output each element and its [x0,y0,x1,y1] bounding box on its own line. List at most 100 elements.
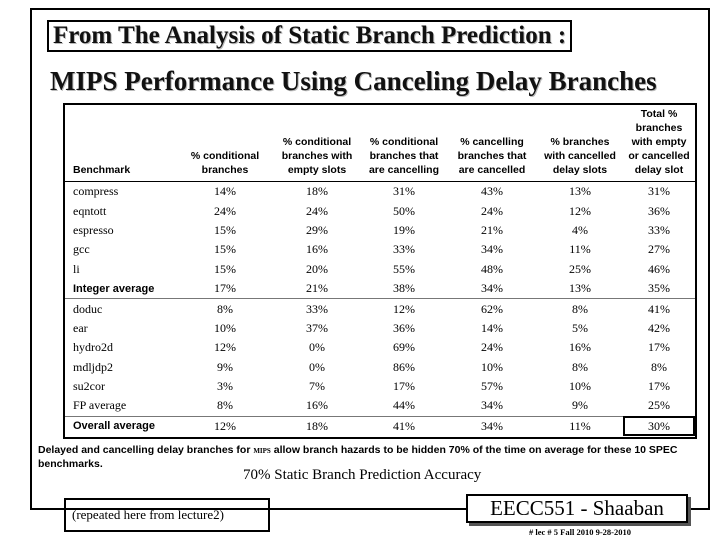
table-cell: 43% [481,184,503,199]
table-cell: 33% [393,242,415,257]
table-cell: 17% [648,340,670,355]
course-label: EECC551 - Shaaban [466,494,688,523]
table-cell: 4% [572,222,588,237]
table-row: compress 14% 18% 31% 43% 13% 31% [65,182,695,202]
table-cell: 12% [569,203,591,218]
table-cell: 16% [569,340,591,355]
benchmark-name: hydro2d [73,340,113,355]
table-cell: 13% [569,281,591,296]
table-cell: 3% [217,379,233,394]
table-body: compress 14% 18% 31% 43% 13% 31% eqntott 24% 24% 5… [65,182,695,437]
benchmark-name: eqntott [73,203,107,218]
table-cell: 10% [569,379,591,394]
table-row: ear 10% 37% 36% 14% 5% 42% [65,319,695,338]
header-cancelled-delay-slots: % branches with cancelled delay slots [537,105,623,182]
table-cell: 41% [361,415,447,437]
table-cell: 8% [537,298,623,319]
slide-title-line1: From The Analysis of Static Branch Predi… [47,20,573,52]
table-cell: 24% [481,340,503,355]
benchmark-name: li [73,261,80,276]
table-row: hydro2d 12% 0% 69% 24% 16% 17% [65,338,695,357]
table-cell: 12% [177,415,273,437]
table-cell: 17% [648,379,670,394]
benchmark-name: ear [73,320,88,335]
table-cell: 9% [217,359,233,374]
benchmark-name: mdljdp2 [73,359,114,374]
table-cell: 16% [306,398,328,413]
repeated-note: (repeated here from lecture2) [72,507,224,522]
table-cell: 57% [481,379,503,394]
slide-frame [30,8,710,510]
header-conditional-branches: % conditional branches [177,105,273,182]
benchmark-name: su2cor [73,379,105,394]
table-cell: 10% [481,359,503,374]
table-cell: 14% [214,184,236,199]
table-cell: 55% [393,261,415,276]
slide-title-line2: MIPS Performance Using Canceling Delay B… [50,66,657,96]
table-cell: 25% [569,261,591,276]
table-cell: 10% [214,320,236,335]
table-cell: 48% [481,261,503,276]
table-row: eqntott 24% 24% 50% 24% 12% 36% [65,201,695,220]
table-cell: 33% [648,222,670,237]
table-cell: 29% [306,222,328,237]
table-cell: 31% [393,184,415,199]
benchmark-name: doduc [65,298,177,319]
table-cell: 50% [393,203,415,218]
table-cell: 27% [648,242,670,257]
table-cell: 19% [393,222,415,237]
table-cell: 14% [481,320,503,335]
caption-text-start: Delayed and cancelling delay branches fo… [38,444,254,456]
table-row: doduc 8% 33% 12% 62% 8% 41% [65,298,695,319]
table-cell: 24% [481,203,503,218]
benchmark-name: gcc [73,242,90,257]
header-total: Total % branches with empty or cancelled… [623,105,695,182]
benchmark-name: Integer average [73,282,155,295]
table-row: Integer average 17% 21% 38% 34% 13% 35% [65,279,695,299]
table-cell: 36% [648,203,670,218]
table-cell: 0% [309,359,325,374]
table-row: gcc 15% 16% 33% 34% 11% 27% [65,240,695,259]
table-cell: 11% [537,415,623,437]
table-cell: 12% [214,340,236,355]
table-cell: 8% [572,359,588,374]
accuracy-note: 70% Static Branch Prediction Accuracy [243,467,482,483]
table-row: espresso 15% 29% 19% 21% 4% 33% [65,221,695,240]
table-cell: 0% [309,340,325,355]
header-benchmark: Benchmark [65,105,177,182]
table-cell: 37% [306,320,328,335]
caption-mips: MIPS [253,447,271,455]
table-cell: 9% [572,398,588,413]
table-cell: 8% [177,298,273,319]
benchmark-table: Benchmark % conditional branches % condi… [65,105,695,437]
table-cell: 8% [651,359,667,374]
table-cell: 11% [569,242,591,257]
table-row: Overall average 12% 18% 41% 34% 11% 30% [65,415,695,437]
table-cell: 34% [481,281,503,296]
table-cell: 24% [214,203,236,218]
repeated-note-box [64,498,270,532]
table-row: li 15% 20% 55% 48% 25% 46% [65,260,695,279]
table-cell: 12% [361,298,447,319]
table-cell: 62% [447,298,537,319]
table-cell: 17% [393,379,415,394]
table-cell: 69% [393,340,415,355]
table-cell: 44% [393,398,415,413]
table-cell: 31% [648,184,670,199]
table-cell: 42% [648,320,670,335]
table-cell: 34% [481,242,503,257]
table-cell: 16% [306,242,328,257]
table-cell: 41% [623,298,695,319]
table-cell: 21% [306,281,328,296]
caption-text-end: allow branch hazards to be hidden 70% of… [38,444,678,470]
table-row: su2cor 3% 7% 17% 57% 10% 17% [65,377,695,396]
header-cancelling: % conditional branches that are cancelli… [361,105,447,182]
table-cell: 25% [648,398,670,413]
table-row: mdljdp2 9% 0% 86% 10% 8% 8% [65,358,695,377]
table-cell: 8% [217,398,233,413]
table-cell: 24% [306,203,328,218]
table-cell: 33% [273,298,361,319]
header-empty-slots: % conditional branches with empty slots [273,105,361,182]
table-cell: 17% [214,281,236,296]
table-cell: 15% [214,222,236,237]
